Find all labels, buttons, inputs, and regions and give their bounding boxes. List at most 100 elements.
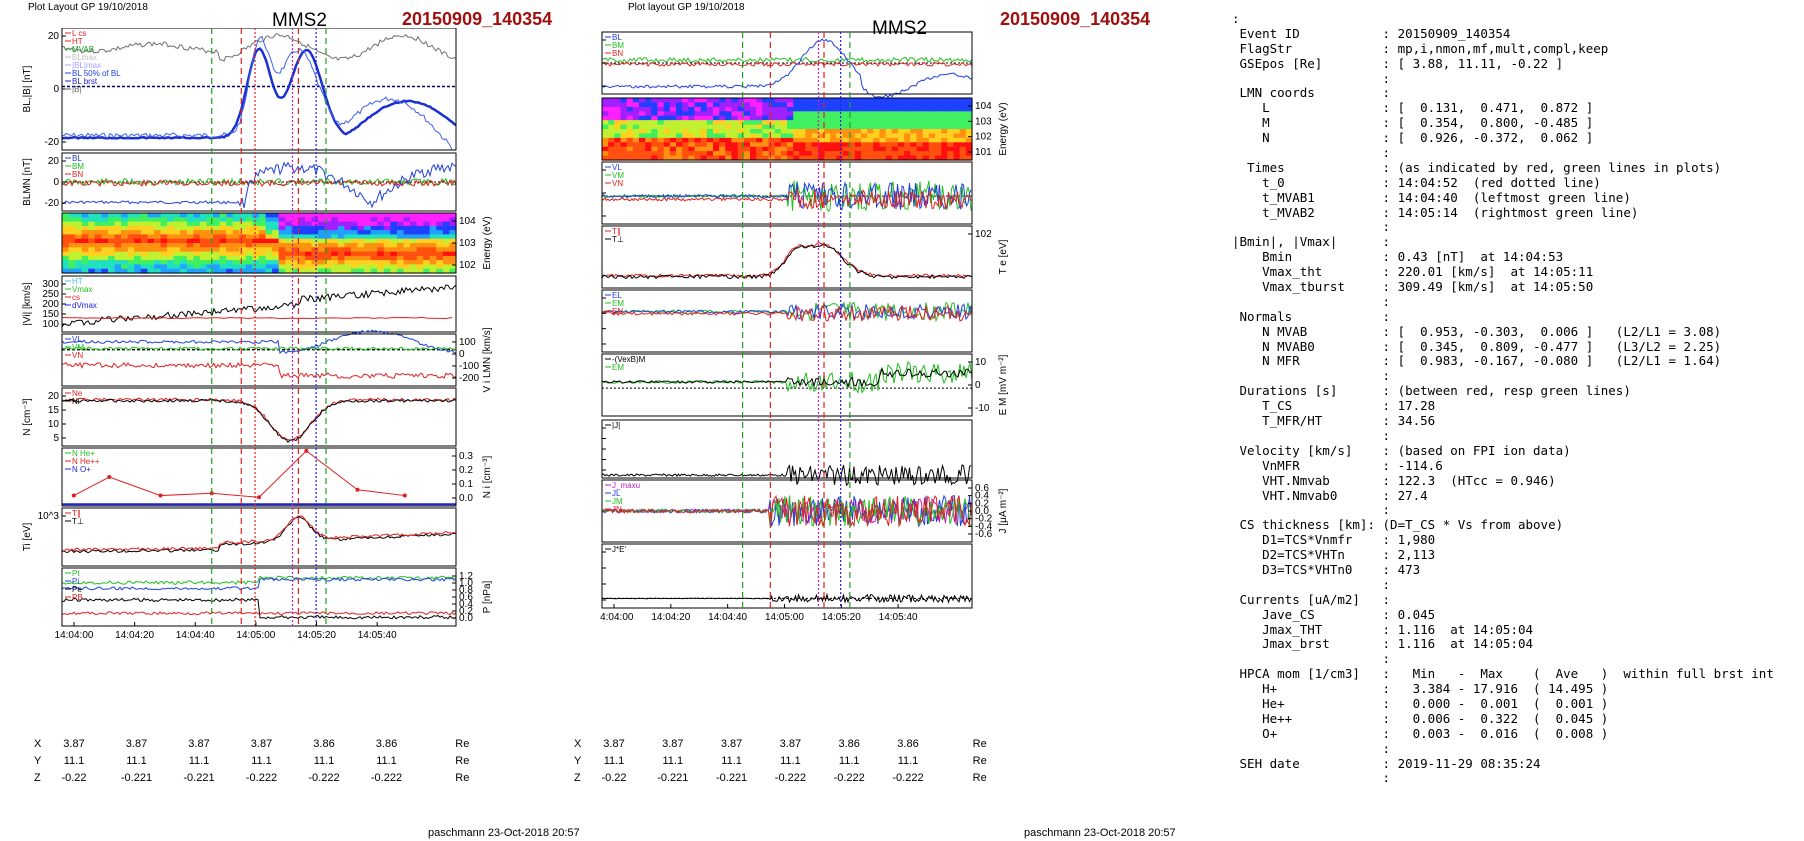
spectrogram-cell — [706, 111, 714, 117]
spectrogram-cell — [429, 221, 437, 227]
spectrogram-cell — [947, 124, 955, 130]
spectrogram-cell — [383, 217, 391, 223]
spectrogram-cell — [953, 129, 961, 134]
spectrogram-cell — [793, 111, 800, 117]
spectrogram-cell — [311, 264, 319, 270]
spectrogram-cell — [173, 268, 181, 274]
spectrogram-cell — [390, 230, 398, 235]
spectrogram-cell — [94, 230, 102, 235]
spectrogram-cell — [854, 151, 862, 157]
spectrogram-cell — [928, 124, 936, 130]
spectrogram-cell — [390, 255, 398, 261]
spectrogram-cell — [916, 142, 924, 148]
spectrogram-cell — [140, 264, 148, 270]
spectrogram-cell — [416, 230, 424, 235]
spectrogram-cell — [219, 243, 227, 248]
spectrogram-cell — [134, 264, 142, 270]
spectrogram-cell — [318, 234, 326, 240]
summary-line: Normals : — [1232, 308, 1391, 324]
spectrogram-cell — [774, 129, 782, 134]
spectrogram-cell — [88, 221, 96, 227]
spectrogram-cell — [768, 129, 776, 134]
spectrogram-cell — [737, 142, 745, 148]
spectrogram-cell — [947, 111, 955, 117]
spectrogram-cell — [291, 217, 299, 223]
spectrogram-cell — [390, 225, 398, 231]
spectrogram-cell — [663, 155, 671, 161]
spectrogram-cell — [403, 268, 411, 274]
spectrogram-cell — [134, 230, 142, 235]
spectrogram-cell — [331, 260, 339, 265]
spectrogram-cell — [245, 260, 254, 265]
spectrogram-cell — [337, 238, 345, 244]
spectrogram-cell — [799, 102, 807, 108]
spectrogram-cell — [423, 230, 431, 235]
spectrogram-cell — [873, 115, 881, 121]
spectrogram-cell — [285, 251, 293, 257]
spectrogram-cell — [285, 255, 293, 261]
spectrogram-cell — [682, 124, 689, 130]
spectrogram-cell — [127, 268, 135, 274]
spectrogram-cell — [324, 213, 332, 218]
spectrogram-cell — [68, 264, 76, 270]
spectrogram-cell — [916, 106, 924, 112]
spectrogram-cell — [700, 146, 708, 152]
coord-value: 11.1 — [780, 755, 801, 767]
spectrogram-cell — [891, 106, 899, 112]
spectrogram-cell — [226, 238, 234, 244]
spectrogram-cell — [756, 137, 763, 143]
spectrogram-cell — [737, 106, 745, 112]
spectrogram-cell — [173, 217, 181, 223]
spectrogram-cell — [278, 230, 286, 235]
x-tick-label: 14:04:40 — [708, 612, 747, 623]
spectrogram-cell — [278, 247, 286, 253]
legend-entry: N He+ — [72, 449, 95, 458]
spectrogram-cell — [891, 120, 899, 126]
spectrogram-cell — [370, 243, 378, 248]
spectrogram-cell — [390, 268, 398, 274]
spectrogram-cell — [836, 137, 844, 143]
y-tick-label-right: 102 — [975, 132, 992, 143]
spectrogram-cell — [436, 213, 444, 218]
spectrogram-cell — [824, 137, 831, 143]
spectrogram-cell — [272, 221, 280, 227]
summary-line: Jave_CS : 0.045 — [1232, 606, 1436, 622]
spectrogram-cell — [669, 155, 677, 161]
coord-label: Z — [34, 772, 41, 784]
spectrogram-cell — [608, 155, 615, 161]
spectrogram-cell — [311, 243, 319, 248]
coord-value: 3.87 — [188, 738, 210, 750]
spectrogram-cell — [213, 255, 221, 261]
spectrogram-cell — [750, 133, 757, 139]
spectrogram-cell — [682, 155, 689, 161]
spectrogram-cell — [245, 251, 254, 257]
spectrogram-cell — [731, 151, 739, 157]
spectrogram-cell — [167, 260, 175, 265]
spectrogram-cell — [953, 115, 961, 121]
spectrogram-cell — [213, 268, 221, 274]
summary-line: T_CS : 17.28 — [1232, 398, 1436, 414]
coord-unit: Re — [972, 772, 987, 784]
summary-line: D3=TCS*VHTn0 : 473 — [1232, 561, 1421, 577]
spectrogram-cell — [285, 217, 293, 223]
spectrogram-cell — [160, 243, 168, 248]
series-line — [601, 242, 973, 278]
coord-value: 3.87 — [250, 738, 273, 750]
spectrogram-cell — [213, 247, 221, 253]
spectrogram-cell — [842, 133, 850, 139]
spectrogram-cell — [620, 115, 628, 121]
spectrogram-cell — [787, 137, 794, 143]
spectrogram-cell — [602, 120, 609, 126]
spectrogram-cell — [885, 102, 893, 108]
spectrogram-cell — [311, 225, 319, 231]
spectrogram-cell — [688, 98, 696, 103]
spectrogram-cell — [682, 129, 689, 134]
spectrogram-cell — [719, 102, 726, 108]
y-tick-label: 10^3 — [38, 511, 60, 522]
spectrogram-cell — [232, 230, 240, 235]
spectrogram-cell — [725, 129, 733, 134]
y-tick-label-right: 0 — [459, 349, 465, 360]
spectrogram-cell — [206, 260, 214, 265]
spectrogram-cell — [449, 221, 457, 227]
spectrogram-cell — [793, 151, 800, 157]
